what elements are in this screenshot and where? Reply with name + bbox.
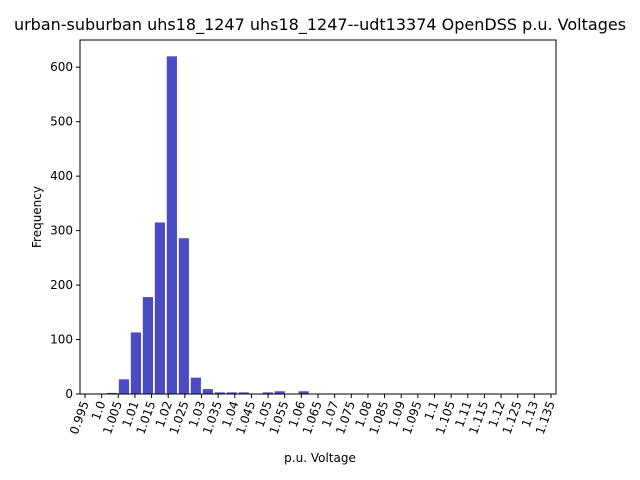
x-axis-label: p.u. Voltage [284,451,356,465]
histogram-bar [214,392,225,394]
y-tick-label: 500 [50,115,73,129]
histogram-bar [118,379,130,394]
histogram-bar [106,392,118,394]
histogram-bar [262,392,273,394]
plot-frame [79,39,557,395]
y-axis-label: Frequency [30,186,44,248]
chart-title: urban-suburban uhs18_1247 uhs18_1247--ud… [14,15,626,35]
x-axis: 0.9951.01.0051.011.0151.021.0251.031.035… [67,394,558,436]
histogram-bar [178,238,189,394]
histogram-bar [142,297,153,394]
x-tick-label: 1.1 [422,399,442,422]
y-tick-label: 300 [50,224,73,238]
histogram-bar [226,392,237,394]
y-tick-label: 400 [50,169,73,183]
histogram-bar [298,391,309,394]
y-tick-label: 200 [50,278,73,292]
y-tick-label: 0 [65,387,73,401]
histogram-bar [238,392,249,394]
y-axis: 0 100 200 300 400 500 600 [50,60,80,401]
histogram-bar [202,389,213,394]
histogram-bar [166,56,177,395]
histogram-bar [154,222,165,394]
histogram-bar [274,391,285,394]
x-tick-label: 1.0 [89,399,109,422]
y-tick-label: 100 [50,333,73,347]
histogram-bar [130,332,142,394]
y-tick-label: 600 [50,60,73,74]
bars-group [94,56,333,395]
histogram-bar [190,377,201,394]
